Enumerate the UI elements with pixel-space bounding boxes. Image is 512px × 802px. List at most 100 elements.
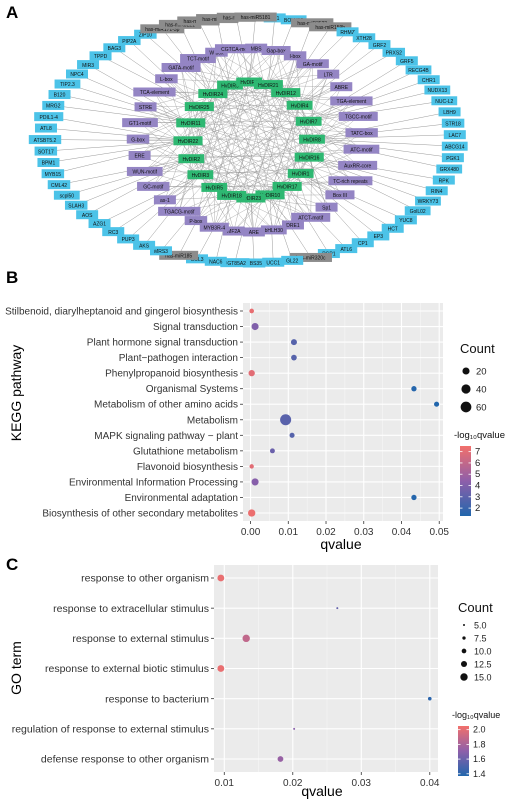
network-node-gene: HvDIR9 bbox=[236, 77, 263, 87]
size-legend-dot bbox=[460, 401, 472, 413]
node-label: TATC-box bbox=[351, 131, 374, 137]
node-label: has-miR185 bbox=[165, 254, 192, 260]
network-edge bbox=[308, 89, 438, 122]
node-label: W box bbox=[209, 50, 224, 56]
network-edge bbox=[200, 85, 231, 175]
network-edge bbox=[179, 158, 192, 212]
network-edge bbox=[145, 106, 232, 196]
node-label: PGK1 bbox=[446, 156, 460, 162]
node-box bbox=[201, 182, 228, 192]
network-edge bbox=[190, 73, 329, 124]
node-box bbox=[217, 80, 243, 90]
network-edges bbox=[44, 17, 455, 263]
size-legend-label: 5.0 bbox=[474, 621, 487, 631]
network-node-receptor: LBH9 bbox=[438, 107, 461, 117]
x-tick-label: 0.03 bbox=[354, 527, 374, 538]
node-box bbox=[150, 246, 173, 256]
node-box bbox=[368, 40, 391, 50]
network-node-motif: ATCT-motif bbox=[291, 212, 331, 222]
network-edge bbox=[311, 134, 455, 140]
node-label: UCC1 bbox=[266, 260, 280, 266]
network-edge bbox=[180, 67, 309, 122]
size-legend-label: 15.0 bbox=[474, 673, 492, 683]
network-node-gene: HvDIR16 bbox=[294, 152, 324, 162]
node-box bbox=[126, 134, 150, 144]
network-edge bbox=[299, 44, 380, 106]
network-edge bbox=[145, 106, 301, 174]
go-legend: Count 5.0 7.5 10.0 12.5 15.0 -log₁₀qvalue 1.4 1.… bbox=[452, 600, 500, 779]
network-node-motif: TCA-element bbox=[133, 87, 176, 97]
y-category-label: Organismal Systems bbox=[146, 384, 238, 395]
node-label: B120 bbox=[54, 93, 66, 99]
node-label: ATC-motif bbox=[350, 147, 373, 153]
data-point bbox=[277, 756, 284, 762]
network-node-receptor: CHR1 bbox=[417, 75, 440, 85]
data-point bbox=[249, 308, 255, 314]
node-box bbox=[336, 27, 359, 37]
network-node-motif: TGACG-motif bbox=[158, 206, 201, 216]
node-box bbox=[217, 190, 247, 200]
network-node-receptor: LAC7 bbox=[443, 130, 466, 140]
network-edge bbox=[137, 84, 269, 140]
node-label: CHR1 bbox=[422, 78, 436, 84]
kegg-points bbox=[247, 308, 440, 517]
network-node-receptor: STR18 bbox=[441, 118, 465, 128]
y-category-label: Phenylpropanoid biosynthesis bbox=[105, 369, 238, 380]
size-legend-dot bbox=[460, 660, 468, 668]
network-edge bbox=[200, 63, 313, 175]
node-box bbox=[287, 168, 314, 178]
network-edge bbox=[214, 138, 313, 188]
node-box bbox=[126, 166, 163, 176]
node-box bbox=[133, 87, 176, 97]
node-box bbox=[133, 240, 156, 250]
node-label: bHLH30 bbox=[265, 228, 284, 234]
node-label: Box III bbox=[333, 193, 347, 199]
node-box bbox=[431, 96, 458, 106]
network-edge bbox=[250, 100, 352, 199]
network-edge bbox=[144, 171, 301, 174]
node-label: GT1-motif bbox=[129, 121, 152, 127]
x-tick-label: 0.02 bbox=[283, 778, 303, 789]
x-tick-label: 0.01 bbox=[215, 778, 235, 789]
network-node-receptor: ATL8 bbox=[34, 123, 57, 133]
network-node-receptor: AOS bbox=[76, 210, 99, 220]
network-edge bbox=[300, 173, 379, 237]
node-box bbox=[381, 223, 404, 233]
size-legend-label: 40 bbox=[476, 385, 487, 396]
network-node-motif: Gap-box bbox=[261, 46, 291, 56]
node-box bbox=[262, 257, 285, 267]
y-category-label: Metabolism bbox=[187, 415, 238, 426]
color-bar-label: 6 bbox=[475, 458, 480, 469]
node-box bbox=[77, 60, 100, 70]
network-edge bbox=[190, 84, 269, 124]
node-box bbox=[242, 258, 266, 268]
node-label: HvDIR2 bbox=[183, 157, 201, 163]
node-label: ABRE bbox=[334, 85, 348, 91]
node-box bbox=[137, 181, 170, 191]
network-edge bbox=[248, 48, 257, 83]
network-edge bbox=[214, 132, 362, 188]
network-node-receptor: PGK1 bbox=[441, 153, 464, 163]
network-edge bbox=[250, 55, 296, 199]
node-label: HvDIR8 bbox=[303, 137, 321, 143]
network-node-motif: AuxRR-core bbox=[338, 160, 378, 170]
node-box bbox=[338, 160, 378, 170]
network-node-motif: ARE bbox=[242, 227, 265, 237]
node-box bbox=[176, 118, 206, 128]
y-category-label: response to external biotic stimulus bbox=[45, 663, 209, 675]
node-label: RC3 bbox=[108, 230, 118, 236]
node-label: CP1 bbox=[358, 241, 368, 247]
node-label: scpl50 bbox=[60, 193, 75, 199]
node-label: HvDIR6 bbox=[221, 83, 239, 89]
node-label: MYB3R-4 bbox=[203, 225, 225, 231]
network-edge bbox=[129, 40, 200, 107]
node-box bbox=[395, 56, 418, 66]
node-label: as-1 bbox=[160, 198, 170, 204]
network-edge bbox=[299, 52, 394, 106]
node-box bbox=[253, 80, 283, 90]
color-bar-label: 5 bbox=[475, 469, 480, 480]
node-label: L-box bbox=[160, 77, 173, 83]
node-label: PIP2A bbox=[122, 39, 137, 45]
network-edge bbox=[76, 73, 191, 124]
network-edge bbox=[311, 138, 450, 170]
